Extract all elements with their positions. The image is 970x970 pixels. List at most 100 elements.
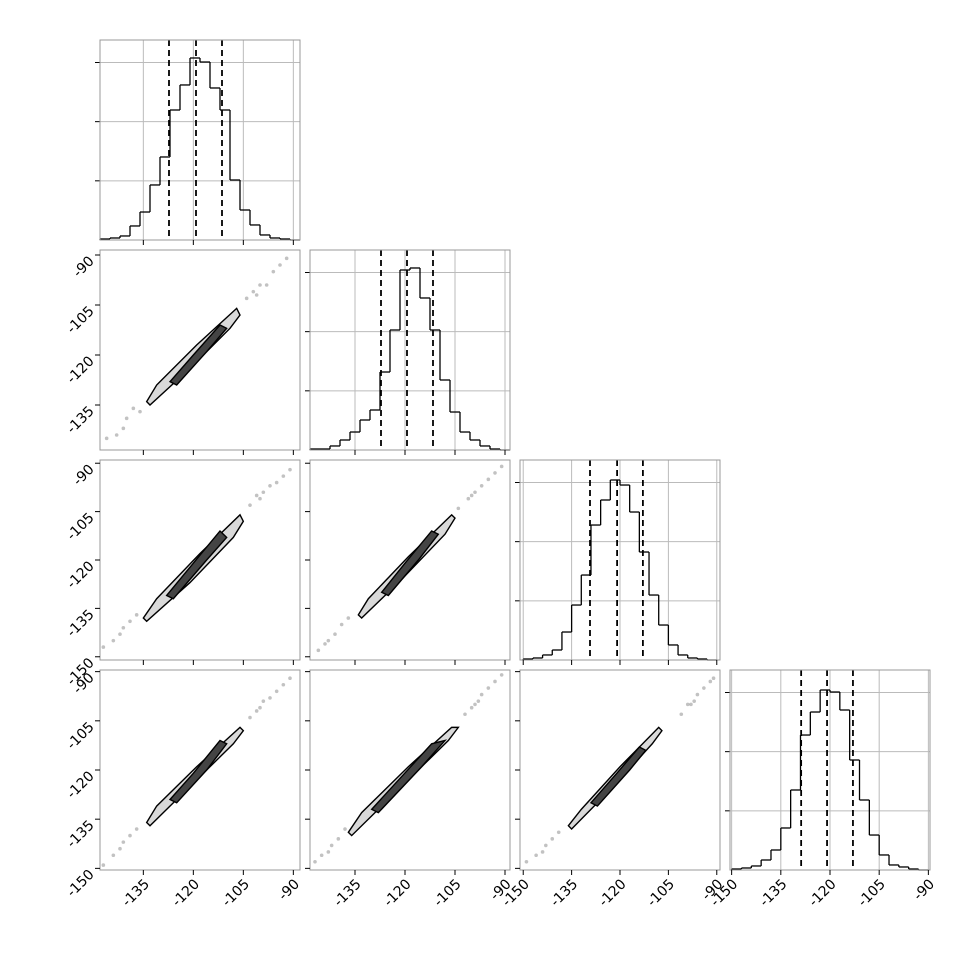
scatter-point (254, 293, 259, 297)
axes-frame (99, 39, 301, 241)
scatter-point (486, 686, 491, 690)
scatter-point (692, 699, 696, 703)
scatter-point (479, 692, 484, 697)
scatter-point (248, 503, 252, 507)
scatter-point (274, 689, 279, 694)
scatter-point (254, 493, 259, 498)
scatter-point (326, 850, 331, 854)
x-tick-label: -135 (331, 876, 365, 910)
density-contour (589, 746, 647, 807)
scatter-point (473, 702, 477, 707)
scatter-point (261, 699, 266, 703)
x-tick-label: -120 (381, 876, 415, 910)
scatter-point (278, 263, 282, 267)
scatter-point (469, 493, 474, 498)
scatter-point (695, 692, 700, 697)
density-contour (380, 530, 440, 597)
scatter-point (329, 843, 334, 848)
x-tick-label: -105 (219, 876, 253, 910)
scatter-point (479, 484, 484, 488)
scatter-point (128, 833, 132, 838)
y-tick-label: -120 (64, 558, 98, 592)
x-tick-label: -120 (596, 876, 630, 910)
scatter-point (346, 616, 351, 620)
scatter-point (316, 648, 321, 653)
y-tick-label: -135 (64, 403, 98, 437)
scatter-point (248, 715, 252, 720)
scatter-point (134, 827, 139, 831)
scatter-point (319, 853, 324, 858)
y-tick-label: -120 (64, 768, 98, 802)
scatter-point (261, 490, 266, 495)
scatter-point (264, 283, 269, 287)
y-tick-label: -120 (64, 353, 98, 387)
scatter-point (121, 426, 126, 431)
scatter-point (339, 622, 344, 627)
scatter-point (702, 686, 706, 690)
scatter-point (268, 696, 272, 700)
scatter-point (134, 613, 139, 617)
y-tick-label: -105 (64, 719, 98, 753)
scatter-point (336, 837, 341, 841)
scatter-point (121, 840, 126, 844)
scatter-point (476, 699, 481, 703)
scatter-point (524, 860, 529, 864)
x-tick-label: -90 (276, 876, 303, 903)
scatter-point (114, 433, 119, 437)
x-tick-label: -105 (431, 876, 465, 910)
y-tick-label: -90 (70, 253, 97, 280)
scatter-point (486, 477, 491, 482)
scatter-point (534, 853, 538, 858)
scatter-point (118, 846, 122, 851)
scatter-point (101, 863, 106, 867)
scatter-point (288, 676, 292, 680)
scatter-point (540, 850, 545, 854)
scatter-point (466, 496, 471, 501)
scatter-point (284, 256, 289, 261)
scatter-point (258, 705, 262, 710)
y-tick-label: -90 (70, 462, 97, 489)
density-contour (370, 739, 448, 814)
x-tick-label: -105 (644, 876, 678, 910)
x-tick-label: -135 (547, 876, 581, 910)
scatter-point (104, 436, 109, 441)
scatter-point (244, 296, 249, 301)
x-tick-label: -90 (911, 876, 938, 903)
scatter-point (711, 676, 716, 680)
scatter-point (131, 406, 136, 411)
scatter-point (254, 709, 259, 713)
scatter-point (326, 638, 331, 643)
scatter-point (258, 283, 262, 287)
x-tick-label: -135 (119, 876, 153, 910)
scatter-point (101, 645, 106, 649)
x-tick-label: -120 (806, 876, 840, 910)
scatter-point (679, 712, 684, 717)
scatter-point (499, 673, 504, 677)
scatter-point (111, 638, 116, 643)
scatter-point (124, 416, 129, 421)
x-tick-label: -120 (169, 876, 203, 910)
scatter-point (499, 464, 504, 469)
scatter-point (281, 682, 286, 687)
density-contour (165, 529, 228, 600)
scatter-point (323, 642, 327, 646)
axes-frame (99, 249, 301, 451)
scatter-point (469, 705, 474, 710)
scatter-point (288, 467, 292, 472)
scatter-point (473, 490, 477, 495)
scatter-point (313, 860, 317, 864)
scatter-point (493, 471, 497, 475)
scatter-point (456, 506, 461, 511)
density-contour (168, 324, 228, 386)
scatter-point (251, 289, 256, 294)
scatter-point (343, 827, 347, 831)
y-tick-label: -150 (64, 867, 98, 901)
axes-frame (309, 249, 511, 451)
scatter-point (274, 480, 279, 485)
scatter-point (556, 830, 561, 835)
scatter-point (118, 632, 122, 636)
y-tick-label: -105 (64, 303, 98, 337)
density-contour (168, 739, 228, 804)
x-tick-label: -105 (855, 876, 889, 910)
scatter-point (463, 712, 467, 717)
